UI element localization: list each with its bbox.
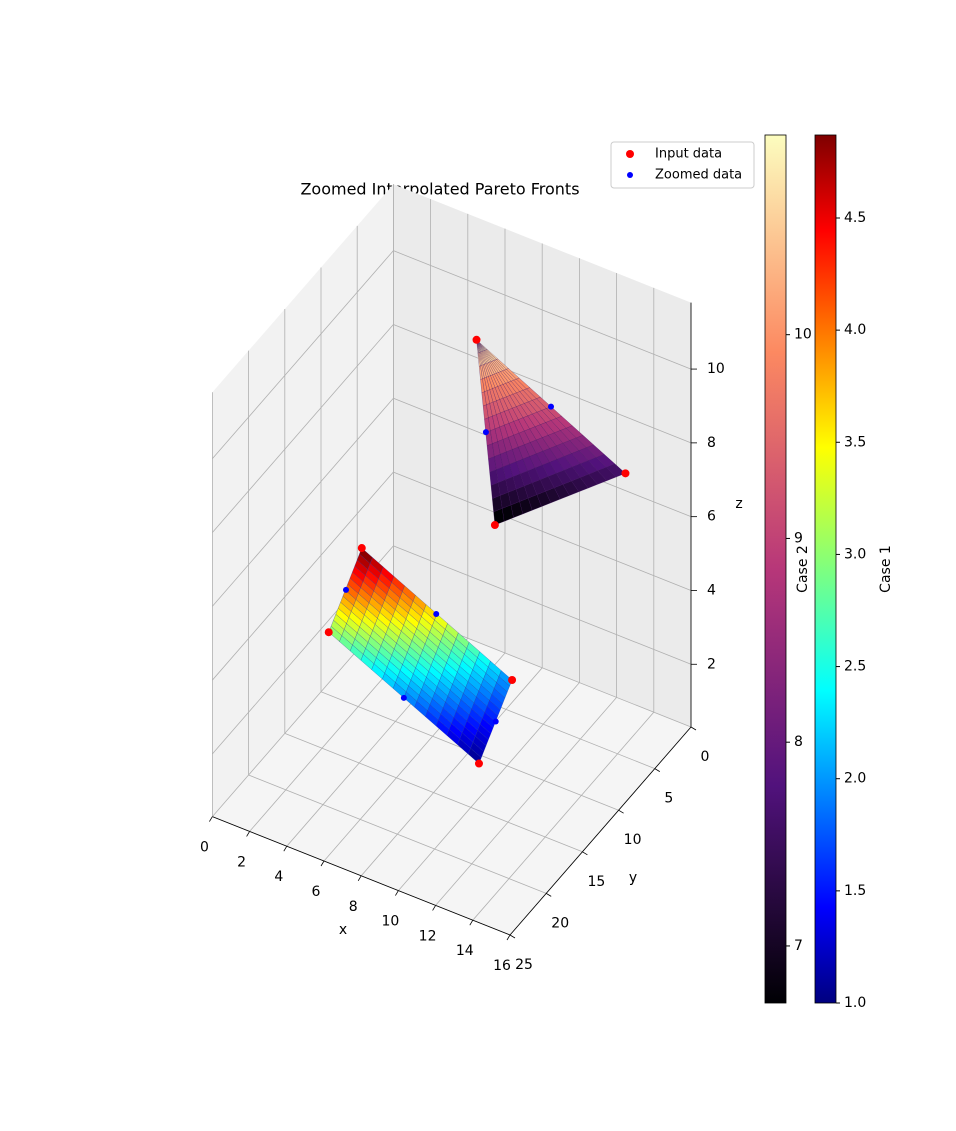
chart-title: Zoomed Interpolated Pareto Fronts: [300, 180, 579, 199]
x-tick-label: 12: [419, 928, 437, 944]
colorbar-tick-label: 9: [794, 530, 803, 546]
data-point: [357, 544, 366, 553]
tick-mark: [357, 875, 362, 882]
tick-mark: [509, 934, 516, 939]
grid-line: [212, 471, 394, 681]
grid-line: [472, 711, 655, 921]
grid-line: [284, 733, 583, 853]
colorbar-tick-label: 10: [794, 327, 812, 343]
data-point: [472, 335, 481, 344]
tick-mark: [469, 919, 474, 926]
tick-mark: [246, 831, 250, 837]
tick-mark: [395, 890, 399, 896]
colorbar-tick-label: 3.5: [844, 434, 866, 450]
tick-mark: [432, 905, 436, 911]
colorbar: [814, 134, 837, 1004]
grid-line: [393, 250, 692, 370]
legend-marker: [626, 150, 634, 158]
colorbar-tick-label: 1.0: [844, 995, 866, 1011]
grid-line: [212, 250, 394, 459]
colorbar-tick-label: 8: [794, 734, 803, 750]
grid-line: [393, 545, 692, 665]
y-tick-label: 15: [587, 874, 605, 890]
legend-label: Input data: [655, 147, 722, 162]
grid-line: [212, 398, 394, 607]
colorbar-tick-label: 4.5: [844, 210, 866, 226]
grid-line: [360, 667, 543, 877]
grid-line: [435, 697, 617, 906]
grid-line: [398, 682, 580, 891]
z-tick-label: 2: [707, 656, 716, 672]
y-tick-label: 20: [551, 915, 569, 931]
data-point: [400, 694, 407, 701]
colorbar-tick-label: 2.0: [844, 771, 866, 787]
z-tick-label: 6: [707, 509, 716, 525]
data-point: [433, 610, 440, 617]
z-tick-label: 10: [707, 361, 725, 377]
data-point: [474, 759, 483, 768]
legend-label: Zoomed data: [655, 168, 742, 183]
data-point: [492, 718, 499, 725]
tick-mark: [283, 845, 288, 852]
x-axis: [212, 816, 511, 936]
surface: [476, 339, 626, 526]
data-point: [547, 403, 554, 410]
grid-line: [393, 324, 692, 444]
x-axis-label: x: [339, 922, 347, 938]
x-tick-label: 10: [381, 914, 399, 930]
x-tick-label: 14: [456, 943, 474, 959]
colorbar-tick-label: 7: [794, 938, 803, 954]
colorbar-tick-label: 1.5: [844, 883, 866, 899]
tick-mark: [209, 816, 213, 822]
y-tick-label: 25: [515, 957, 533, 973]
tick-mark: [618, 809, 624, 814]
data-point: [490, 521, 499, 530]
colorbar: [764, 134, 787, 1004]
data-point: [324, 628, 333, 637]
z-tick-label: 4: [707, 582, 716, 598]
colorbar-label: Case 2: [795, 545, 811, 593]
tick-mark: [320, 860, 325, 867]
data-point: [508, 675, 517, 684]
x-tick-label: 0: [200, 840, 209, 856]
grid-line: [212, 324, 394, 533]
tick-mark: [506, 934, 511, 941]
grid-line: [393, 471, 692, 591]
colorbar-label: Case 1: [878, 545, 894, 593]
data-point: [482, 429, 489, 436]
data-point: [621, 469, 630, 478]
colorbar-tick-label: 4.0: [844, 322, 866, 338]
tick-mark: [690, 726, 697, 731]
tick-mark: [582, 851, 588, 856]
x-tick-label: 16: [493, 958, 511, 974]
y-tick-label: 5: [664, 791, 673, 807]
grid-line: [248, 774, 547, 894]
y-axis: [509, 726, 692, 936]
x-tick-label: 6: [312, 884, 321, 900]
tick-mark: [545, 893, 552, 897]
z-axis-label: z: [735, 496, 742, 512]
y-tick-label: 10: [624, 832, 642, 848]
x-tick-label: 4: [274, 869, 283, 885]
y-axis-label: y: [629, 870, 637, 886]
pane: [212, 184, 394, 817]
y-tick-label: 0: [701, 749, 710, 765]
data-point: [342, 586, 349, 593]
legend-box: [610, 141, 755, 189]
z-tick-label: 8: [707, 435, 716, 451]
x-tick-label: 8: [349, 899, 358, 915]
colorbar-tick-label: 3.0: [844, 546, 866, 562]
tick-mark: [654, 768, 661, 772]
surface: [328, 547, 513, 764]
colorbar-tick-label: 2.5: [844, 659, 866, 675]
legend-marker: [627, 172, 633, 178]
x-tick-label: 2: [237, 854, 246, 870]
